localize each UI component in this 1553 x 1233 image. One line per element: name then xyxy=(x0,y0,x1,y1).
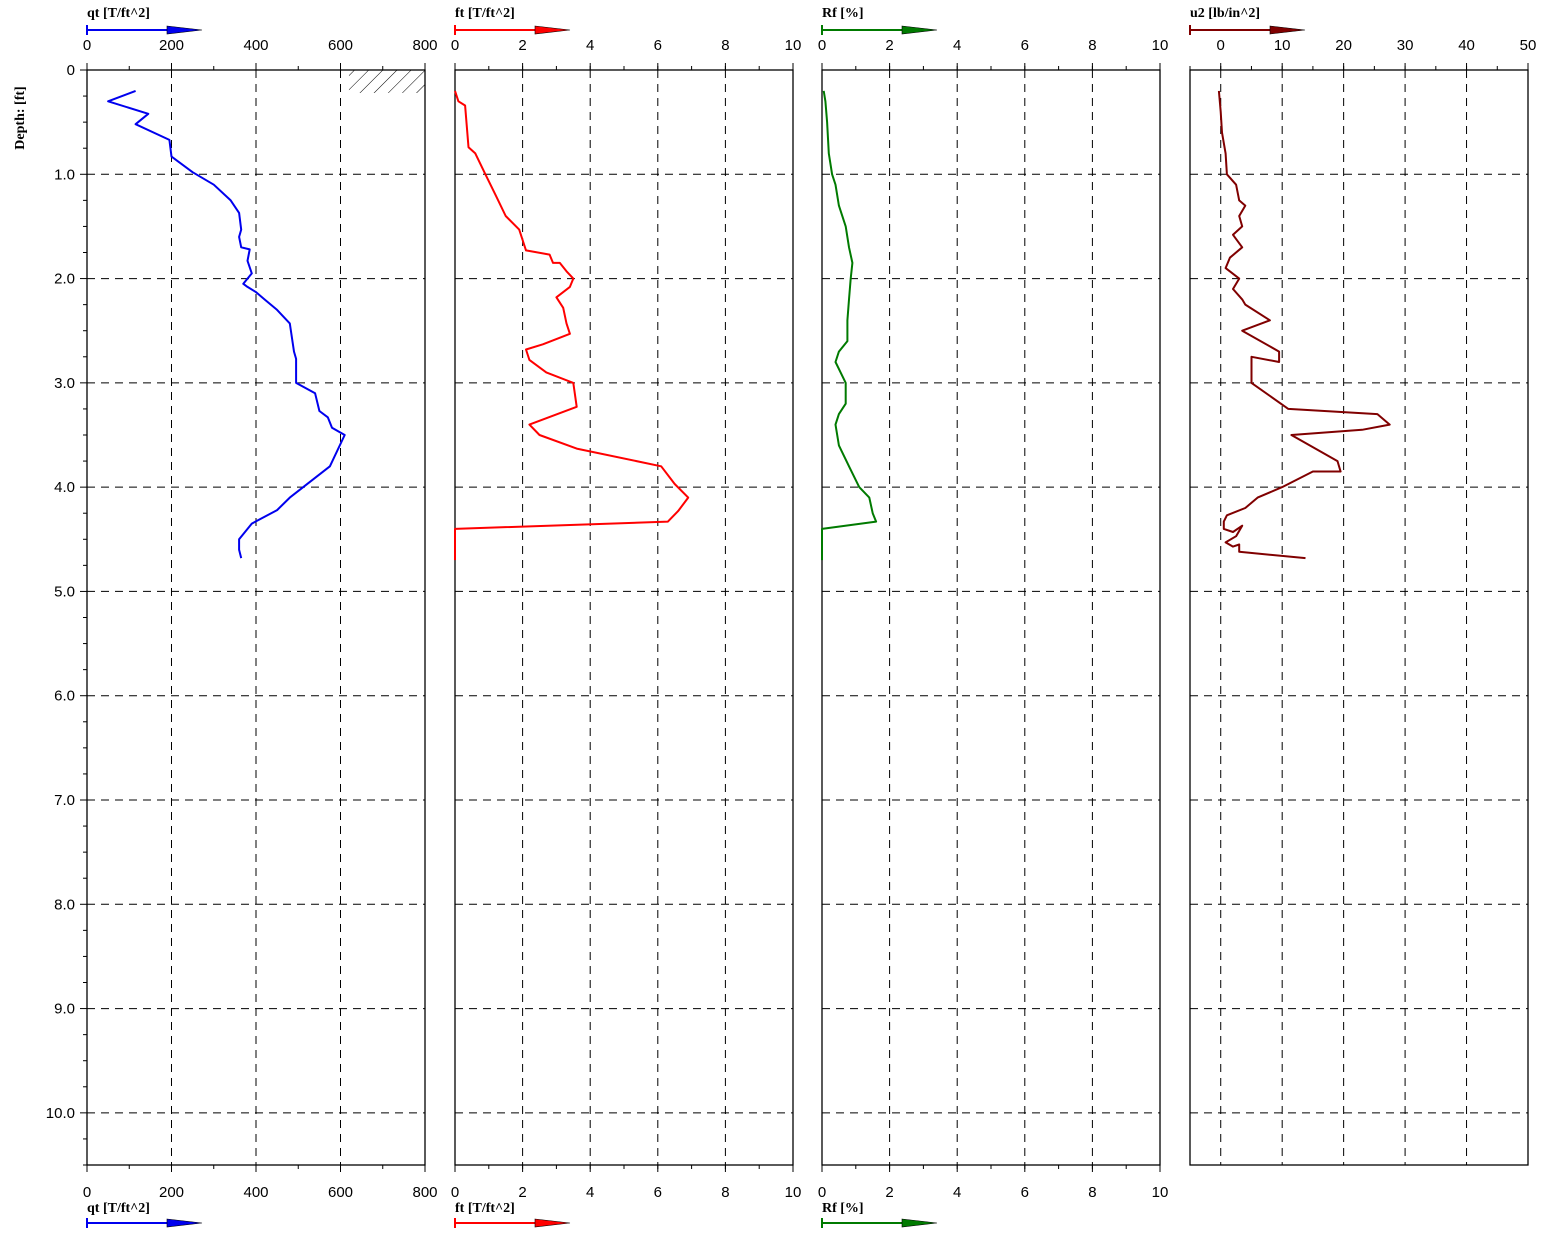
u2-panel-frame xyxy=(1189,69,1529,1166)
u2-top-tick-label: 0 xyxy=(1217,37,1225,54)
rf-top-tick-label: 8 xyxy=(1088,37,1096,54)
depth-tick-label: 6.0 xyxy=(54,688,75,705)
ft-bottom-tick-label: 10 xyxy=(785,1184,802,1201)
ft-bottom-tick-label: 8 xyxy=(721,1184,729,1201)
qt-top-tick-label: 600 xyxy=(328,37,353,54)
ft-bottom-tick-label: 4 xyxy=(586,1184,594,1201)
rf-top-tick-label: 6 xyxy=(1021,37,1029,54)
depth-tick-label: 3.0 xyxy=(54,375,75,392)
depth-tick-label: 4.0 xyxy=(54,479,75,496)
rf-bottom-label: Rf [%] xyxy=(822,1201,864,1216)
u2-top-tick-label: 40 xyxy=(1458,37,1475,54)
qt-top-legend-arrow xyxy=(166,25,203,35)
depth-tick-label: 7.0 xyxy=(54,792,75,809)
rf-series-line xyxy=(821,90,878,561)
depth-tick-label: 1.0 xyxy=(54,166,75,183)
qt-hatched-block xyxy=(348,70,425,93)
depth-tick-label: 8.0 xyxy=(54,896,75,913)
rf-top-tick-label: 4 xyxy=(953,37,961,54)
depth-axis-label: Depth: [ft] xyxy=(13,86,28,149)
qt-bottom-tick-label: 600 xyxy=(328,1184,353,1201)
qt-top-label: qt [T/ft^2] xyxy=(87,6,150,21)
rf-top-tick-label: 0 xyxy=(818,37,826,54)
rf-bottom-tick-label: 8 xyxy=(1088,1184,1096,1201)
qt-bottom-legend-arrow xyxy=(166,1218,203,1228)
depth-tick-label: 9.0 xyxy=(54,1001,75,1018)
ft-bottom-tick-label: 6 xyxy=(654,1184,662,1201)
ft-top-label: ft [T/ft^2] xyxy=(455,6,515,21)
ft-top-tick-label: 4 xyxy=(586,37,594,54)
rf-bottom-legend-arrow xyxy=(901,1218,938,1228)
ft-top-tick-label: 0 xyxy=(451,37,459,54)
ft-top-tick-label: 2 xyxy=(518,37,526,54)
ft-bottom-tick-label: 2 xyxy=(518,1184,526,1201)
u2-top-tick-label: 30 xyxy=(1397,37,1414,54)
u2-top-label: u2 [lb/in^2] xyxy=(1190,6,1260,21)
qt-top-tick-label: 200 xyxy=(159,37,184,54)
ft-top-tick-label: 10 xyxy=(785,37,802,54)
ft-bottom-label: ft [T/ft^2] xyxy=(455,1201,515,1216)
depth-tick-label: 10.0 xyxy=(46,1105,75,1122)
u2-series-line xyxy=(1217,90,1391,560)
rf-top-tick-label: 10 xyxy=(1152,37,1169,54)
ft-series-line xyxy=(454,90,690,561)
rf-bottom-tick-label: 6 xyxy=(1021,1184,1029,1201)
rf-panel-frame xyxy=(821,69,1161,1166)
rf-top-legend-arrow xyxy=(901,25,938,35)
depth-tick-label: 2.0 xyxy=(54,271,75,288)
u2-top-legend-arrow xyxy=(1269,25,1306,35)
depth-tick-label: 0 xyxy=(67,62,75,79)
depth-tick-label: 5.0 xyxy=(54,583,75,600)
rf-bottom-tick-label: 4 xyxy=(953,1184,961,1201)
ft-bottom-tick-label: 0 xyxy=(451,1184,459,1201)
ft-panel-frame xyxy=(454,69,794,1166)
rf-top-tick-label: 2 xyxy=(885,37,893,54)
rf-bottom-tick-label: 2 xyxy=(885,1184,893,1201)
qt-series-line xyxy=(107,89,346,559)
u2-top-tick-label: 10 xyxy=(1274,37,1291,54)
u2-top-tick-label: 20 xyxy=(1335,37,1352,54)
ft-top-tick-label: 8 xyxy=(721,37,729,54)
qt-bottom-tick-label: 400 xyxy=(243,1184,268,1201)
qt-bottom-label: qt [T/ft^2] xyxy=(87,1201,150,1216)
qt-bottom-tick-label: 0 xyxy=(83,1184,91,1201)
qt-top-tick-label: 800 xyxy=(412,37,437,54)
qt-top-tick-label: 400 xyxy=(243,37,268,54)
qt-bottom-tick-label: 800 xyxy=(412,1184,437,1201)
ft-bottom-legend-arrow xyxy=(534,1218,571,1228)
qt-bottom-tick-label: 200 xyxy=(159,1184,184,1201)
ft-top-legend-arrow xyxy=(534,25,571,35)
ft-top-tick-label: 6 xyxy=(654,37,662,54)
rf-bottom-tick-label: 10 xyxy=(1152,1184,1169,1201)
rf-top-label: Rf [%] xyxy=(822,6,864,21)
rf-bottom-tick-label: 0 xyxy=(818,1184,826,1201)
qt-top-tick-label: 0 xyxy=(83,37,91,54)
u2-top-tick-label: 50 xyxy=(1520,37,1537,54)
